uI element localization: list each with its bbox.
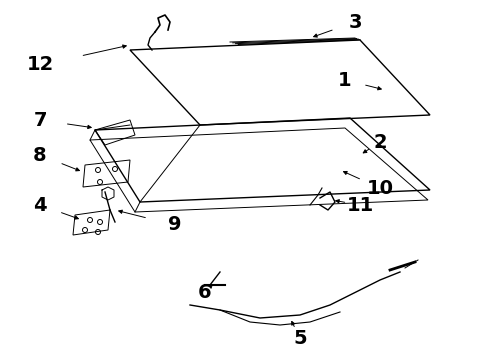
Text: 6: 6 — [198, 283, 212, 302]
Text: 10: 10 — [367, 179, 393, 198]
Text: 4: 4 — [33, 195, 47, 215]
Text: 12: 12 — [26, 55, 53, 75]
Text: 7: 7 — [33, 111, 47, 130]
Text: 9: 9 — [168, 216, 182, 234]
Text: 3: 3 — [348, 13, 362, 32]
Text: 1: 1 — [338, 71, 352, 90]
Text: 8: 8 — [33, 145, 47, 165]
Text: 11: 11 — [346, 195, 373, 215]
Text: 5: 5 — [293, 328, 307, 347]
Text: 2: 2 — [373, 132, 387, 152]
